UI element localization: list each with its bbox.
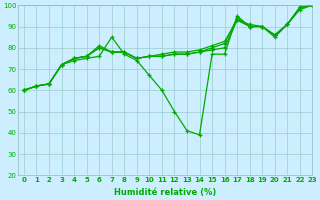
X-axis label: Humidité relative (%): Humidité relative (%) <box>114 188 216 197</box>
